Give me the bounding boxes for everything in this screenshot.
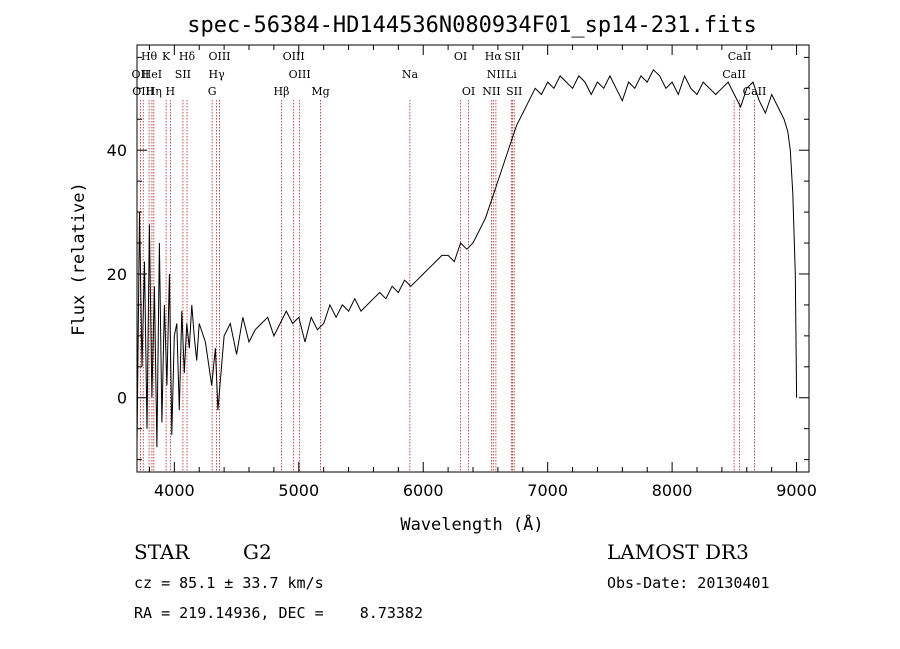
y-axis-label: Flux (relative) [69,182,89,336]
spectral-line-label: Hβ [274,85,290,98]
spectral-line-label: CaII [728,50,752,63]
spectral-line-label: NII [487,68,505,81]
spectral-line-label: OIII [283,50,305,63]
spectral-line-label: SII [506,85,522,98]
spectral-line-label: CaII [743,85,767,98]
spectral-line-label: Hδ [179,50,196,63]
spectral-line-label: OIII [208,50,230,63]
spectral-line-label: K [162,50,171,63]
spectral-line-label: CaII [722,68,746,81]
spectral-line-label: Hα [485,50,503,63]
y-tick-label: 20 [107,265,127,284]
spectral-line-label: Li [506,68,517,81]
spectrum-series [136,68,798,448]
x-tick-label: 6000 [403,481,444,500]
x-tick-label: 9000 [776,481,817,500]
chart-title: spec-56384-HD144536N080934F01_sp14-231.f… [187,13,757,38]
axis-ticks: 4000 5000 6000 7000 8000 9000 0 20 40 [107,45,817,500]
spectral-line-label: G [208,85,217,98]
spectral-line-label: OIII [289,68,311,81]
spectral-line-label: SII [504,50,520,63]
x-tick-label: 4000 [154,481,195,500]
spectral-line-label: H [166,85,176,98]
y-tick-label: 0 [117,389,127,408]
x-axis-label: Wavelength (Å) [400,513,543,535]
spectral-line-label: OII [132,68,150,81]
redshift-readout: cz = 85.1 ± 33.7 km/s [134,574,324,592]
observation-date: Obs-Date: 20130401 [607,574,770,592]
spectral-line-label: Hθ [141,50,158,63]
y-tick-label: 40 [107,141,127,160]
spectral-line-label: Mg [311,85,329,98]
plot-frame [136,44,810,473]
object-class: STAR [134,540,190,564]
x-tick-label: 7000 [527,481,568,500]
coordinates-readout: RA = 219.14936, DEC = 8.73382 [134,604,423,622]
x-tick-label: 8000 [652,481,693,500]
spectral-line-label: OI [454,50,467,63]
spectral-line-label: Hγ [209,68,226,81]
spectral-line-label: NII [482,85,500,98]
spectral-line-label: Hη [146,85,162,98]
spectral-line-label: Na [402,68,419,81]
spectral-line-label: SII [175,68,191,81]
spectral-line-label: OI [462,85,475,98]
survey-name: LAMOST DR3 [607,540,749,564]
x-tick-label: 5000 [278,481,319,500]
object-subclass: G2 [243,540,272,564]
spectral-line-label: HeI [142,68,162,81]
